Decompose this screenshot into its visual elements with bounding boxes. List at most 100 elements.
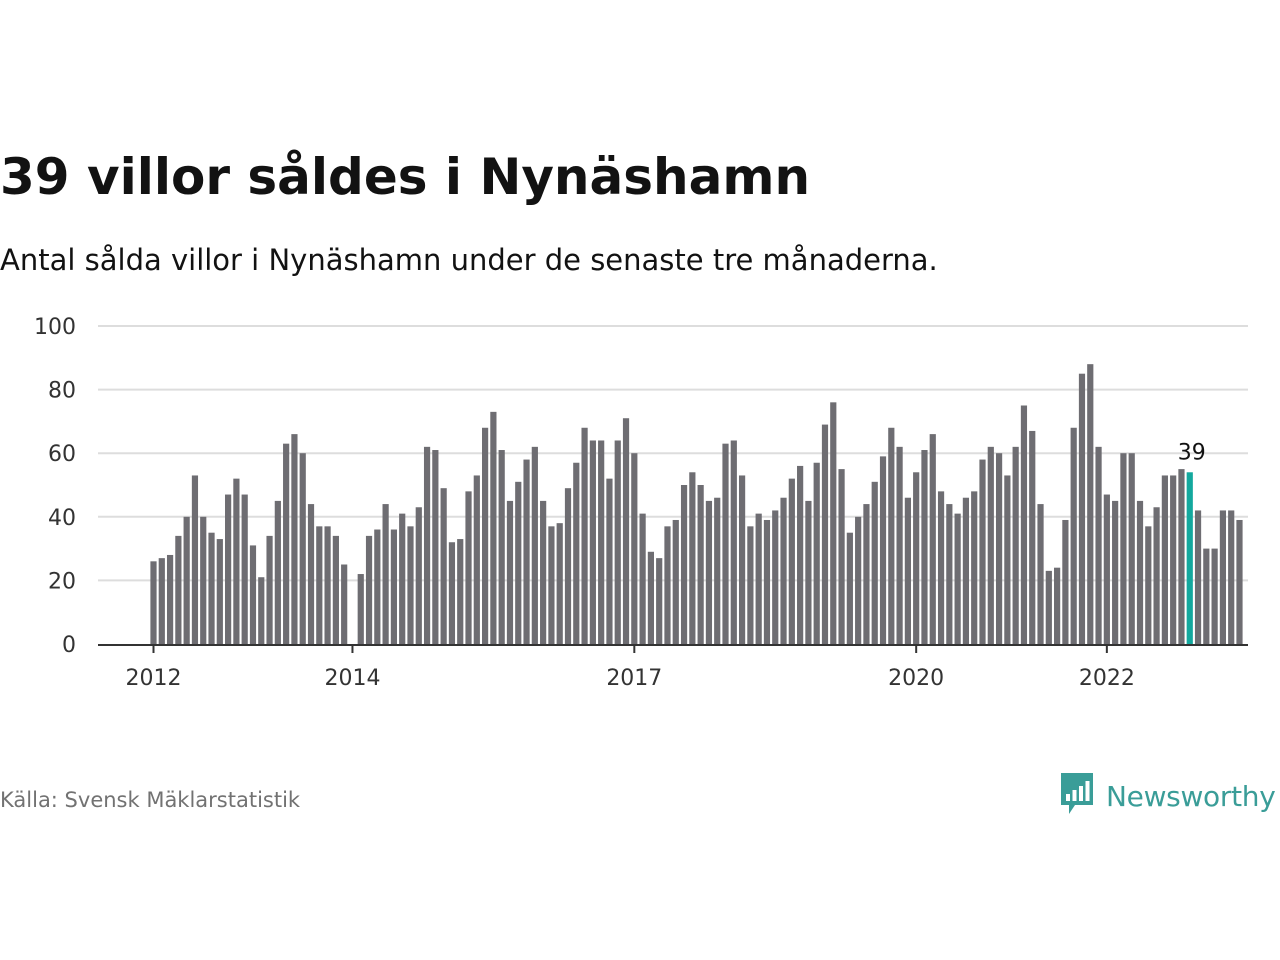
bar xyxy=(979,459,986,644)
bar xyxy=(1012,446,1019,644)
bar xyxy=(540,500,547,644)
bar xyxy=(548,526,555,644)
y-tick-label: 40 xyxy=(48,506,76,531)
y-tick-label: 0 xyxy=(62,633,76,658)
bar xyxy=(937,491,945,644)
bar xyxy=(216,539,223,644)
bar xyxy=(805,500,812,644)
brand-logo: Newsworthy xyxy=(1058,772,1276,820)
bar xyxy=(382,504,389,644)
bar xyxy=(200,516,207,644)
bar xyxy=(1153,507,1160,644)
bar xyxy=(506,500,514,644)
bar xyxy=(399,513,406,644)
x-tick-label: 2014 xyxy=(324,666,380,691)
bar-chart: 0 20 40 60 80 100 2012 2014 2017 2020 2022 39 xyxy=(34,315,1248,691)
bar xyxy=(1203,548,1210,644)
y-tick-label: 100 xyxy=(34,315,76,340)
bar xyxy=(332,535,339,644)
bar xyxy=(556,523,563,644)
bar xyxy=(639,513,646,644)
bar xyxy=(714,497,721,644)
bar xyxy=(357,574,364,644)
bar xyxy=(225,494,232,644)
bar xyxy=(1029,430,1036,644)
bar xyxy=(208,532,215,644)
bar xyxy=(954,513,961,644)
highlight-value-label: 39 xyxy=(1178,440,1206,465)
bar xyxy=(971,491,978,644)
bar xyxy=(755,513,762,644)
bar xyxy=(1004,475,1011,644)
bar xyxy=(531,446,538,644)
bar xyxy=(1178,469,1185,644)
bar xyxy=(490,411,497,644)
bar xyxy=(863,504,870,644)
x-tick-label: 2012 xyxy=(126,666,182,691)
bar xyxy=(797,465,804,644)
bar xyxy=(738,475,746,644)
bar xyxy=(929,434,936,644)
bar xyxy=(664,526,671,644)
bar xyxy=(1228,510,1235,644)
bar xyxy=(407,526,414,644)
bar xyxy=(515,481,522,644)
x-tick-label: 2020 xyxy=(888,666,944,691)
bar xyxy=(1136,500,1144,644)
bar xyxy=(1087,364,1094,644)
bar xyxy=(1045,570,1052,644)
bar xyxy=(581,427,588,644)
bar xyxy=(697,485,704,644)
bar xyxy=(374,529,381,644)
bar xyxy=(183,516,190,644)
labels: 0 20 40 60 80 100 2012 2014 2017 2020 2022 39 xyxy=(34,315,1206,691)
bar xyxy=(175,535,182,644)
bar xyxy=(432,450,439,644)
bar xyxy=(904,497,911,644)
highlight-bar xyxy=(1186,472,1193,644)
brand-name: Newsworthy xyxy=(1106,779,1276,813)
bar xyxy=(1054,567,1061,644)
bar xyxy=(365,535,373,644)
bar xyxy=(258,577,265,644)
bar xyxy=(606,478,613,644)
bar xyxy=(191,475,199,644)
y-tick-label: 60 xyxy=(48,442,76,467)
bar xyxy=(598,440,605,644)
bar xyxy=(1170,475,1177,644)
bar xyxy=(1219,510,1227,644)
bar xyxy=(689,472,696,644)
bar xyxy=(573,462,580,644)
bar xyxy=(299,453,306,644)
bar xyxy=(846,532,853,644)
bar xyxy=(448,542,456,644)
bar xyxy=(274,500,281,644)
bar xyxy=(498,450,505,644)
bar xyxy=(747,526,754,644)
bar xyxy=(523,459,530,644)
bar xyxy=(631,453,638,644)
bar xyxy=(995,453,1003,644)
y-tick-label: 80 xyxy=(48,379,76,404)
bar xyxy=(1128,453,1135,644)
bar xyxy=(158,558,165,644)
bar xyxy=(166,554,174,644)
chart-subtitle: Antal sålda villor i Nynäshamn under de … xyxy=(0,243,938,277)
bar xyxy=(722,443,729,644)
bar xyxy=(1103,494,1110,644)
x-tick-label: 2022 xyxy=(1079,666,1135,691)
bar xyxy=(946,504,953,644)
axes xyxy=(98,644,1248,653)
bar xyxy=(813,462,820,644)
bar xyxy=(415,507,422,644)
bar xyxy=(987,446,994,644)
bar xyxy=(680,485,688,644)
bar xyxy=(1211,548,1218,644)
bar xyxy=(316,526,323,644)
bar xyxy=(672,519,679,644)
bar xyxy=(341,564,348,644)
bar xyxy=(1095,446,1102,644)
bar xyxy=(324,526,331,644)
bar xyxy=(482,427,489,644)
bars xyxy=(150,364,1243,644)
